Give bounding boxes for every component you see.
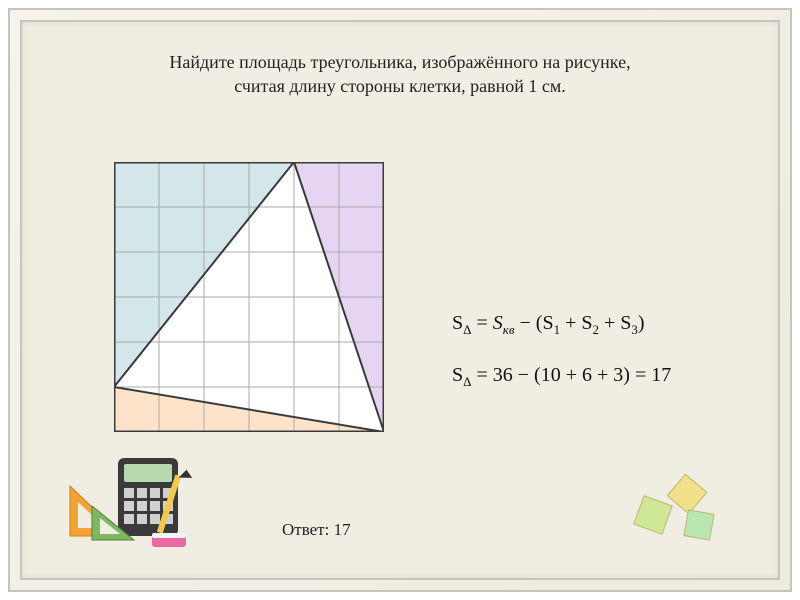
answer-text: Ответ: 17 — [282, 520, 351, 540]
formula-block: SΔ = Sкв − (S1 + S2 + S3) SΔ = 36 − (10 … — [452, 312, 772, 416]
title-line-1: Найдите площадь треугольника, изображённ… — [92, 50, 708, 74]
slide-content: Найдите площадь треугольника, изображённ… — [32, 32, 768, 568]
outer-frame: Найдите площадь треугольника, изображённ… — [8, 8, 792, 592]
title-line-2: считая длину стороны клетки, равной 1 см… — [92, 74, 708, 98]
formula-numeric: SΔ = 36 − (10 + 6 + 3) = 17 — [452, 364, 772, 390]
formula-area-subtraction: SΔ = Sкв − (S1 + S2 + S3) — [452, 312, 772, 338]
decorative-squares — [608, 470, 728, 550]
problem-statement: Найдите площадь треугольника, изображённ… — [32, 32, 768, 109]
geometry-diagram — [114, 162, 384, 432]
inner-frame: Найдите площадь треугольника, изображённ… — [20, 20, 780, 580]
school-supplies-icon — [62, 436, 222, 556]
